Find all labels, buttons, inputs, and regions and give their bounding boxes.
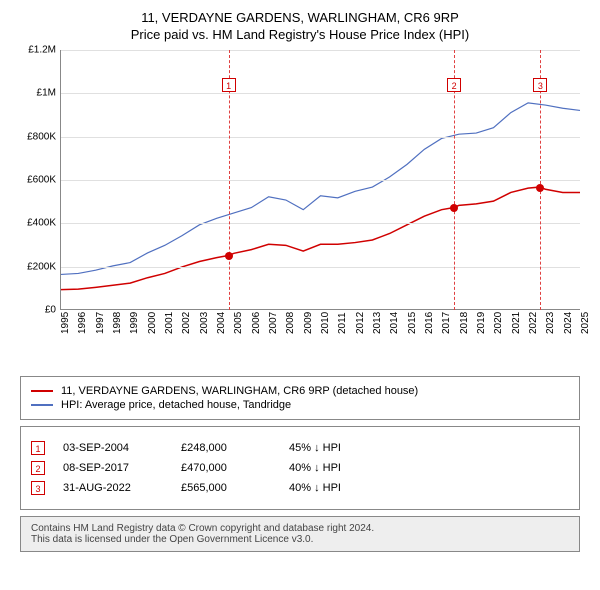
sale-row: 2 08-SEP-2017 £470,000 40% ↓ HPI (31, 461, 569, 475)
legend-label: HPI: Average price, detached house, Tand… (61, 399, 291, 411)
x-tick-label: 2002 (181, 312, 192, 334)
x-tick-label: 1995 (60, 312, 71, 334)
sale-marker: 2 (31, 461, 45, 475)
sales-table: 1 03-SEP-2004 £248,000 45% ↓ HPI 2 08-SEP-201… (20, 426, 580, 510)
x-tick-label: 2018 (459, 312, 470, 334)
y-tick-label: £1.2M (28, 45, 56, 56)
x-tick-label: 2021 (511, 312, 522, 334)
price-chart: £0£200K£400K£600K£800K£1M£1.2M 123 19951… (20, 50, 580, 370)
sale-date: 03-SEP-2004 (63, 442, 163, 454)
x-tick-label: 2024 (563, 312, 574, 334)
sale-marker: 3 (31, 481, 45, 495)
x-tick-label: 2020 (493, 312, 504, 334)
sale-hpi-delta: 40% ↓ HPI (289, 482, 389, 494)
x-tick-label: 2019 (476, 312, 487, 334)
chart-data-point (536, 184, 544, 192)
y-tick-label: £200K (27, 261, 56, 272)
footer-line: Contains HM Land Registry data © Crown c… (31, 523, 569, 534)
x-tick-label: 2007 (268, 312, 279, 334)
sale-price: £565,000 (181, 482, 271, 494)
footer-line: This data is licensed under the Open Gov… (31, 534, 569, 545)
sale-marker: 1 (31, 441, 45, 455)
x-tick-label: 2022 (528, 312, 539, 334)
chart-data-point (450, 204, 458, 212)
page-title: 11, VERDAYNE GARDENS, WARLINGHAM, CR6 9R… (10, 10, 590, 25)
legend-label: 11, VERDAYNE GARDENS, WARLINGHAM, CR6 9R… (61, 385, 418, 397)
x-tick-label: 1998 (112, 312, 123, 334)
chart-series-line (61, 187, 580, 290)
x-tick-label: 1996 (77, 312, 88, 334)
x-tick-label: 2023 (545, 312, 556, 334)
y-tick-label: £0 (45, 305, 56, 316)
chart-marker-label: 1 (222, 78, 236, 92)
x-tick-label: 2012 (355, 312, 366, 334)
legend-swatch (31, 390, 53, 392)
x-tick-label: 2005 (233, 312, 244, 334)
legend-swatch (31, 404, 53, 406)
legend: 11, VERDAYNE GARDENS, WARLINGHAM, CR6 9R… (20, 376, 580, 420)
x-tick-label: 2000 (147, 312, 158, 334)
sale-date: 08-SEP-2017 (63, 462, 163, 474)
x-tick-label: 1997 (95, 312, 106, 334)
x-tick-label: 2008 (285, 312, 296, 334)
chart-data-point (225, 252, 233, 260)
sale-price: £248,000 (181, 442, 271, 454)
chart-marker-label: 3 (533, 78, 547, 92)
y-tick-label: £1M (37, 88, 56, 99)
x-tick-label: 2017 (441, 312, 452, 334)
x-tick-label: 1999 (129, 312, 140, 334)
x-tick-label: 2001 (164, 312, 175, 334)
sale-price: £470,000 (181, 462, 271, 474)
sale-row: 3 31-AUG-2022 £565,000 40% ↓ HPI (31, 481, 569, 495)
x-tick-label: 2014 (389, 312, 400, 334)
legend-item: HPI: Average price, detached house, Tand… (31, 399, 569, 411)
x-tick-label: 2004 (216, 312, 227, 334)
x-tick-label: 2013 (372, 312, 383, 334)
sale-hpi-delta: 40% ↓ HPI (289, 462, 389, 474)
data-attribution: Contains HM Land Registry data © Crown c… (20, 516, 580, 552)
x-tick-label: 2009 (303, 312, 314, 334)
sale-date: 31-AUG-2022 (63, 482, 163, 494)
sale-row: 1 03-SEP-2004 £248,000 45% ↓ HPI (31, 441, 569, 455)
y-tick-label: £400K (27, 218, 56, 229)
legend-item: 11, VERDAYNE GARDENS, WARLINGHAM, CR6 9R… (31, 385, 569, 397)
chart-series-line (61, 103, 580, 275)
chart-marker-label: 2 (447, 78, 461, 92)
page-subtitle: Price paid vs. HM Land Registry's House … (10, 27, 590, 42)
y-tick-label: £600K (27, 175, 56, 186)
x-tick-label: 2003 (199, 312, 210, 334)
x-tick-label: 2010 (320, 312, 331, 334)
x-tick-label: 2011 (337, 312, 348, 334)
x-tick-label: 2025 (580, 312, 591, 334)
sale-hpi-delta: 45% ↓ HPI (289, 442, 389, 454)
y-tick-label: £800K (27, 131, 56, 142)
x-tick-label: 2016 (424, 312, 435, 334)
x-tick-label: 2006 (251, 312, 262, 334)
x-tick-label: 2015 (407, 312, 418, 334)
